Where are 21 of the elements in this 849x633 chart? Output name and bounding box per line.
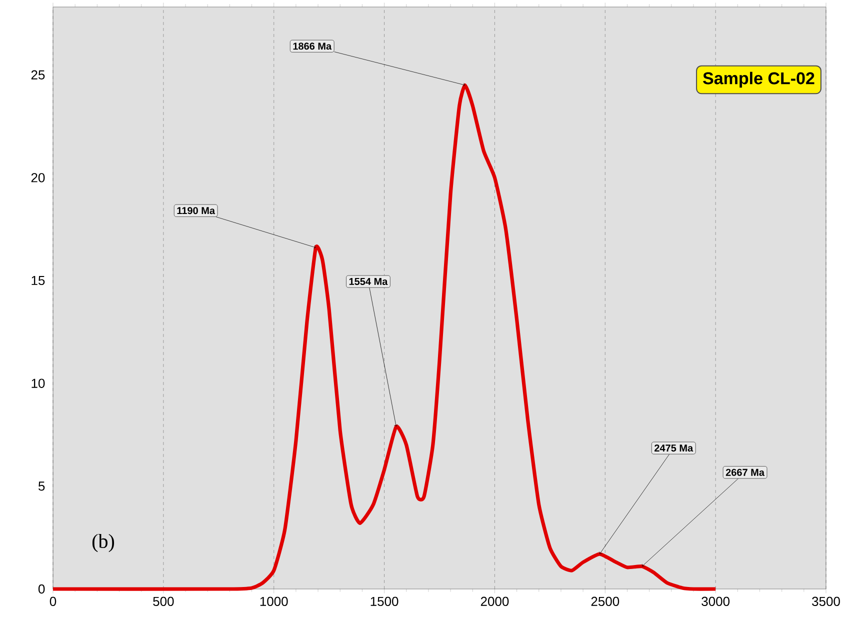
x-tick-label: 2500 — [591, 596, 620, 606]
annotation: 2475 Ma — [654, 444, 694, 452]
y-tick-label: 15 — [32, 276, 45, 286]
y-tick-label: 5 — [38, 482, 45, 491]
annotation: 1866 Ma — [293, 42, 332, 50]
y-tick-label: 10 — [32, 378, 45, 388]
annotation: 1554 Ma — [349, 278, 388, 286]
y-tick-label: 25 — [31, 70, 45, 80]
x-tick-label: 0 — [50, 596, 56, 606]
x-tick-label: 3000 — [702, 596, 730, 606]
x-tick-label: 2000 — [480, 596, 509, 606]
x-tick-label: 1000 — [260, 596, 288, 606]
y-tick-label: 20 — [31, 173, 45, 182]
x-tick-label: 1500 — [370, 596, 398, 606]
x-tick-label: 500 — [153, 596, 174, 606]
annotation: 1190 Ma — [177, 207, 216, 214]
annotation: Sample CL-02 — [703, 72, 814, 88]
annotation: 2667 Ma — [726, 468, 765, 476]
annotation: (b) — [92, 534, 114, 552]
y-tick-label: 0 — [38, 584, 45, 594]
x-tick-label: 3500 — [812, 596, 840, 606]
